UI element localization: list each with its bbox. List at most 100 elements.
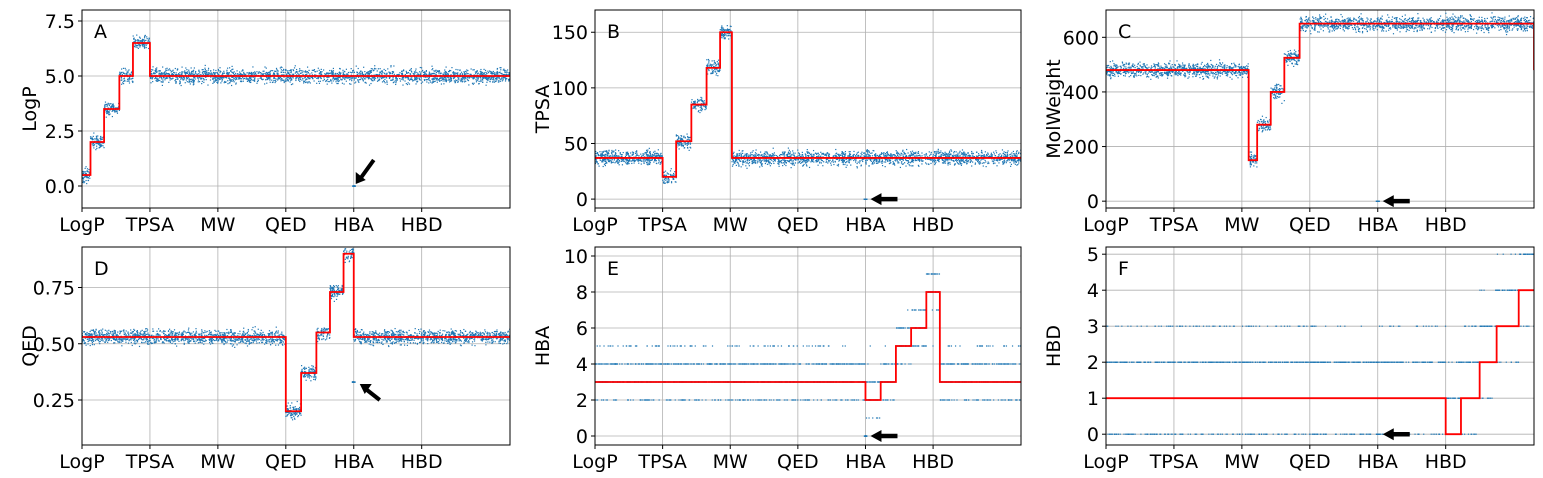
x-tick-label: HBD — [1425, 214, 1467, 236]
axes-frame — [1105, 9, 1535, 209]
arrow-marker — [359, 384, 381, 402]
grid — [1105, 247, 1534, 445]
x-tick-label: LogP — [59, 214, 104, 236]
y-tick-label: 4 — [576, 354, 588, 376]
x-tick-label: MW — [1224, 451, 1259, 473]
x-tick-label: MW — [713, 214, 748, 236]
x-tick-label: LogP — [1083, 214, 1128, 236]
y-tick-label: 6 — [576, 318, 588, 340]
x-tick-label: HBD — [912, 451, 954, 473]
x-tick-label: QED — [265, 451, 307, 473]
x-tick-label: LogP — [1083, 451, 1128, 473]
y-tick-label: 0.50 — [33, 334, 75, 356]
step-line — [595, 291, 1021, 401]
y-tick-label: 4 — [1087, 280, 1099, 302]
x-tick-label: TPSA — [125, 214, 174, 236]
axes-frame — [81, 246, 511, 446]
x-tick-label: TPSA — [1149, 214, 1198, 236]
x-tick-label: HBA — [1358, 214, 1398, 236]
arrow-marker — [870, 193, 898, 206]
step-line — [595, 31, 1021, 178]
axes-frame — [594, 9, 1022, 209]
grid — [1105, 10, 1534, 208]
x-tick-label: HBA — [845, 451, 885, 473]
y-tick-label: 400 — [1063, 82, 1099, 104]
y-tick-label: 3 — [1087, 316, 1099, 338]
panel-c: 0 200 400 600 LogP TPSA MW QED HBA HBD MolWeight C — [1043, 9, 1535, 236]
scatter-points — [82, 248, 510, 421]
grid — [81, 10, 510, 208]
x-tick-label: MW — [200, 214, 235, 236]
x-tick-label: HBA — [334, 451, 374, 473]
y-axis-label: TPSA — [532, 85, 554, 134]
x-tick-label: QED — [777, 451, 819, 473]
scatter-points — [595, 273, 1021, 437]
x-tick-label: QED — [777, 214, 819, 236]
axes-frame — [81, 9, 511, 209]
x-tick-label: TPSA — [637, 214, 686, 236]
arrow-marker — [1382, 195, 1410, 208]
x-tick-label: LogP — [572, 214, 617, 236]
panel-f: 0 1 2 3 4 5 LogP TPSA MW QED HBA HBD HBD F — [1043, 244, 1535, 473]
x-tick-label: HBD — [1425, 451, 1467, 473]
y-axis-label: QED — [19, 325, 41, 367]
y-tick-label: 5 — [1087, 244, 1099, 266]
x-tick-label: QED — [265, 214, 307, 236]
scatter-points — [595, 25, 1021, 200]
y-tick-label: 0 — [576, 426, 588, 448]
scatter-points — [1106, 12, 1534, 202]
y-tick-label: 600 — [1063, 27, 1099, 49]
y-tick-label: 1 — [1087, 388, 1099, 410]
panel-letter: B — [607, 21, 620, 43]
axes-frame — [1105, 246, 1535, 446]
step-line — [82, 252, 510, 413]
y-tick-label: 0 — [576, 189, 588, 211]
panel-b: 0 50 100 150 LogP TPSA MW QED HBA HBD TPSA B — [532, 9, 1022, 236]
y-tick-label: 8 — [576, 282, 588, 304]
x-tick-label: HBD — [401, 451, 443, 473]
x-tick-label: MW — [1224, 214, 1259, 236]
y-tick-label: 0.25 — [33, 390, 75, 412]
x-tick-label: TPSA — [637, 451, 686, 473]
x-tick-label: QED — [1289, 451, 1331, 473]
y-tick-label: 10 — [564, 246, 588, 268]
y-tick-label: 200 — [1063, 137, 1099, 159]
x-tick-label: LogP — [572, 451, 617, 473]
x-tick-label: HBA — [845, 214, 885, 236]
arrow-marker — [355, 158, 376, 184]
y-tick-label: 2 — [1087, 352, 1099, 374]
y-tick-label: 0.75 — [33, 278, 75, 300]
y-axis-label: HBA — [532, 326, 554, 366]
panel-a: 0.0 2.5 5.0 7.5 LogP TPSA MW QED HBA HBD LogP A — [19, 9, 511, 236]
x-tick-label: QED — [1289, 214, 1331, 236]
y-axis-label: LogP — [19, 86, 41, 131]
x-tick-label: MW — [713, 451, 748, 473]
y-tick-label: 150 — [552, 22, 588, 44]
y-tick-label: 0.0 — [45, 176, 75, 198]
arrow-marker — [1382, 428, 1410, 441]
scatter-points — [82, 34, 510, 187]
y-tick-label: 2 — [576, 390, 588, 412]
y-tick-label: 5.0 — [45, 66, 75, 88]
panel-letter: A — [94, 21, 107, 43]
y-axis-label: MolWeight — [1043, 59, 1065, 159]
step-line — [1106, 22, 1534, 162]
y-axis-label: HBD — [1043, 325, 1065, 367]
y-tick-label: 50 — [564, 133, 588, 155]
x-tick-label: HBA — [334, 214, 374, 236]
x-tick-label: HBD — [401, 214, 443, 236]
y-tick-label: 0 — [1087, 191, 1099, 213]
grid — [594, 10, 1021, 208]
x-tick-label: MW — [200, 451, 235, 473]
step-line — [1106, 289, 1534, 436]
x-tick-label: LogP — [59, 451, 104, 473]
axes-frame — [594, 246, 1022, 446]
arrow-marker — [870, 430, 898, 442]
x-tick-label: TPSA — [125, 451, 174, 473]
x-tick-label: TPSA — [1149, 451, 1198, 473]
panel-letter: E — [607, 258, 619, 280]
x-tick-label: HBA — [1358, 451, 1398, 473]
y-tick-label: 0 — [1087, 424, 1099, 446]
x-tick-label: HBD — [912, 214, 954, 236]
